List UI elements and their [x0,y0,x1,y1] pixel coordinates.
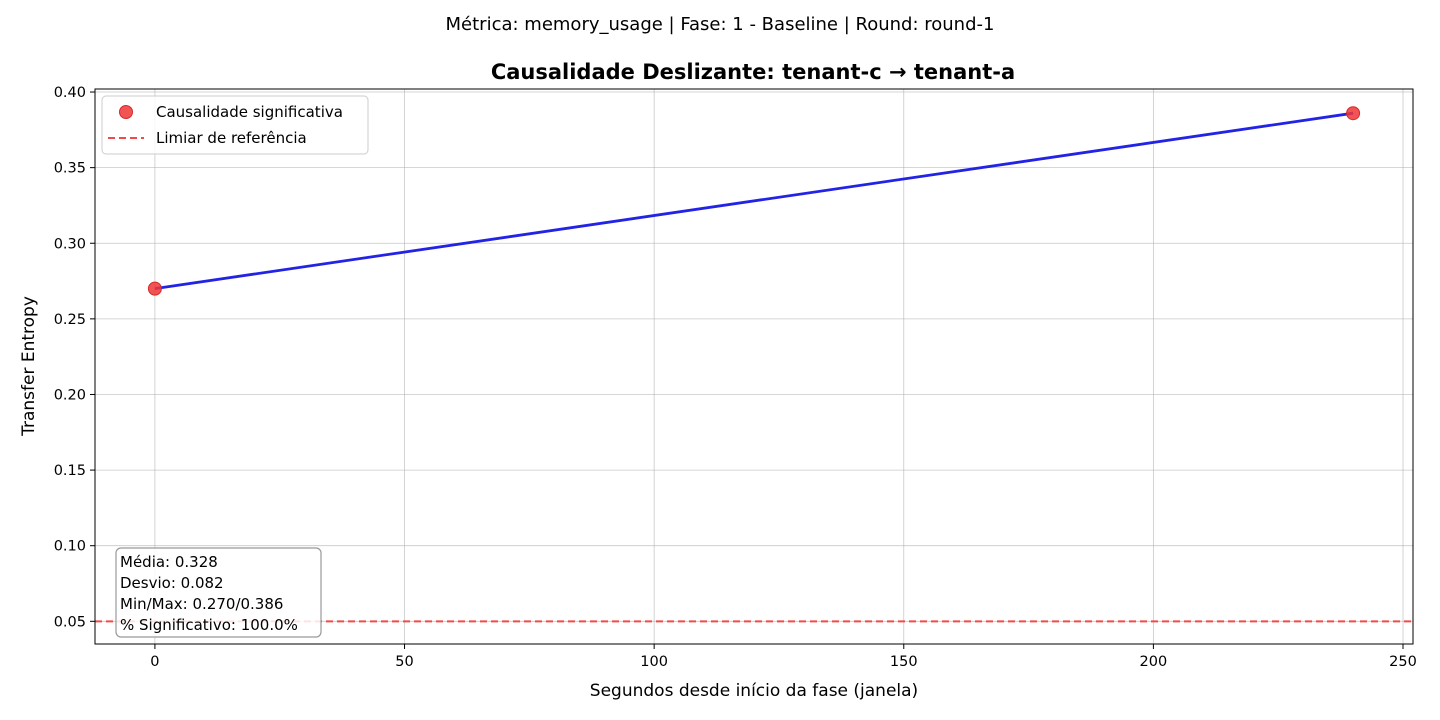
x-tick-label: 250 [1389,654,1417,670]
grid-lines [95,89,1413,644]
x-tick-label: 150 [890,654,918,670]
legend: Causalidade significativa Limiar de refe… [101,95,369,155]
legend-box [101,95,369,155]
y-tick-label: 0.10 [54,539,86,555]
stats-std: Desvio: 0.082 [120,574,224,592]
stats-box: Média: 0.328 Desvio: 0.082 Min/Max: 0.27… [115,547,322,638]
plot-frame [94,88,1414,645]
y-axis-label: Transfer Entropy [19,296,39,437]
y-tick-label: 0.20 [54,387,86,403]
series-line [154,111,1354,291]
stats-minmax: Min/Max: 0.270/0.386 [120,595,283,613]
y-tick-label: 0.25 [54,312,86,328]
y-tick-label: 0.15 [54,463,86,479]
y-axis-ticks: 0.05 0.10 0.15 0.20 0.25 0.30 0.35 0.40 [54,85,95,630]
legend-label-reference: Limiar de referência [156,129,307,147]
x-axis-ticks: 0 50 100 150 200 250 [150,644,1417,670]
figure-suptitle: Métrica: memory_usage | Fase: 1 - Baseli… [446,14,995,35]
x-tick-label: 0 [150,654,159,670]
stats-significant-pct: % Significativo: 100.0% [120,616,298,634]
y-tick-label: 0.35 [54,161,86,177]
x-tick-label: 200 [1140,654,1168,670]
significant-point [147,281,162,296]
significant-point [1346,106,1361,121]
y-tick-label: 0.05 [54,614,86,630]
x-tick-label: 100 [640,654,668,670]
series-layer [154,111,1354,291]
y-tick-label: 0.40 [54,85,86,101]
chart-title: Causalidade Deslizante: tenant-c → tenan… [491,60,1015,84]
x-axis-label: Segundos desde início da fase (janela) [590,681,918,701]
legend-marker-significant [119,105,133,119]
y-tick-label: 0.30 [54,236,86,252]
stats-box-frame [115,547,322,638]
x-tick-label: 50 [395,654,413,670]
legend-label-significant: Causalidade significativa [156,103,343,121]
stats-mean: Média: 0.328 [120,553,218,571]
significant-points-layer [147,106,1361,296]
